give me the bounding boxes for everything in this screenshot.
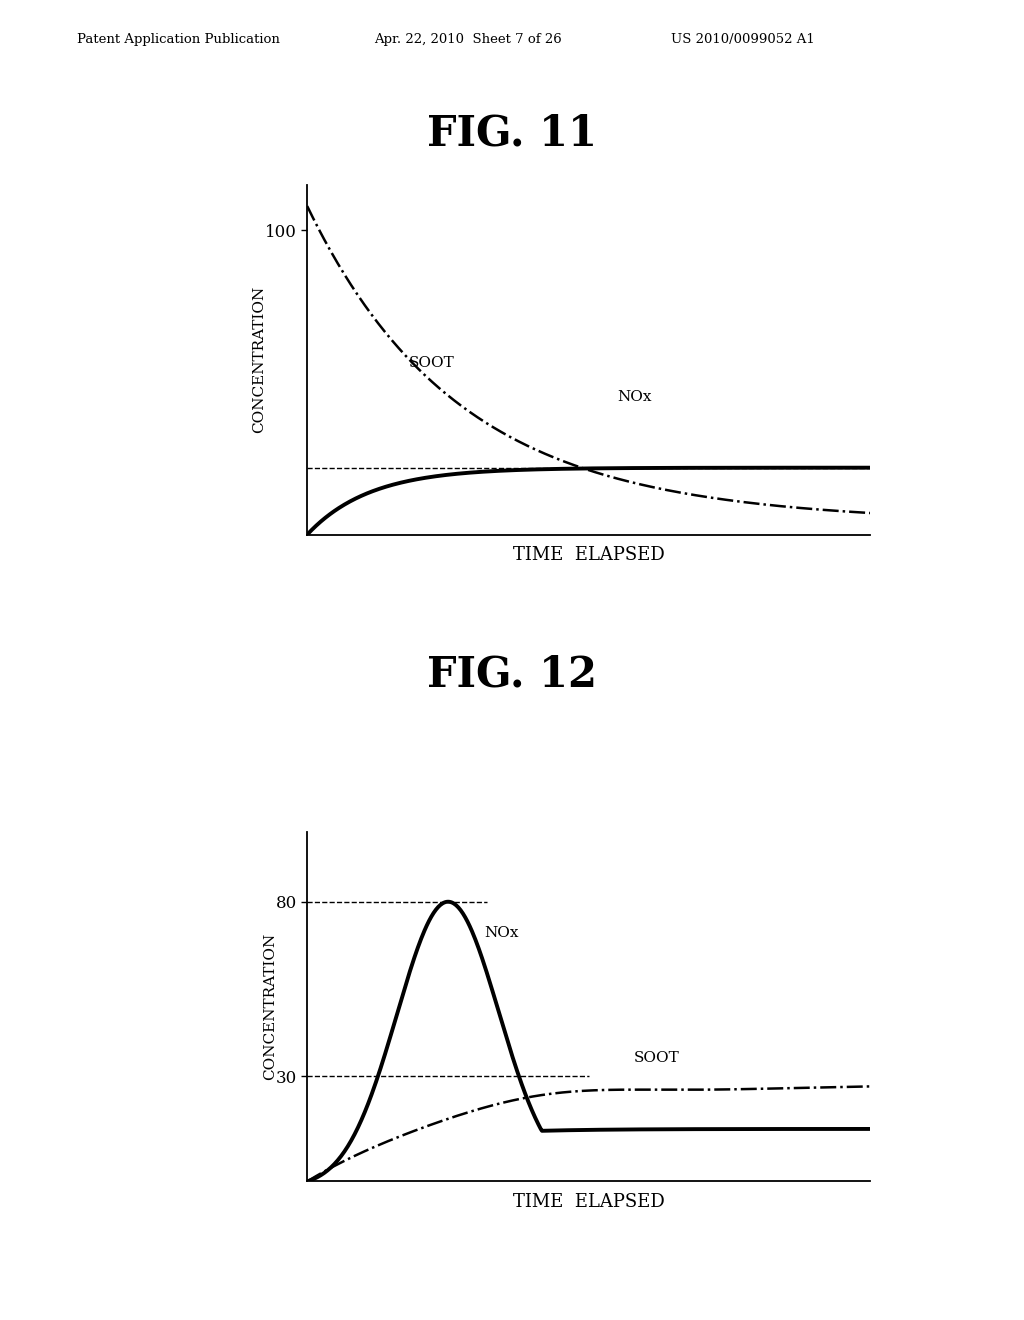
X-axis label: TIME  ELAPSED: TIME ELAPSED xyxy=(513,545,665,564)
X-axis label: TIME  ELAPSED: TIME ELAPSED xyxy=(513,1192,665,1210)
Y-axis label: CONCENTRATION: CONCENTRATION xyxy=(263,933,276,1080)
Text: FIG. 11: FIG. 11 xyxy=(427,112,597,154)
Text: FIG. 12: FIG. 12 xyxy=(427,653,597,696)
Text: US 2010/0099052 A1: US 2010/0099052 A1 xyxy=(671,33,814,46)
Text: SOOT: SOOT xyxy=(634,1052,680,1065)
Text: SOOT: SOOT xyxy=(409,356,455,371)
Text: NOx: NOx xyxy=(616,389,651,404)
Text: Apr. 22, 2010  Sheet 7 of 26: Apr. 22, 2010 Sheet 7 of 26 xyxy=(374,33,561,46)
Text: Patent Application Publication: Patent Application Publication xyxy=(77,33,280,46)
Y-axis label: CONCENTRATION: CONCENTRATION xyxy=(252,286,266,433)
Text: NOx: NOx xyxy=(484,925,519,940)
